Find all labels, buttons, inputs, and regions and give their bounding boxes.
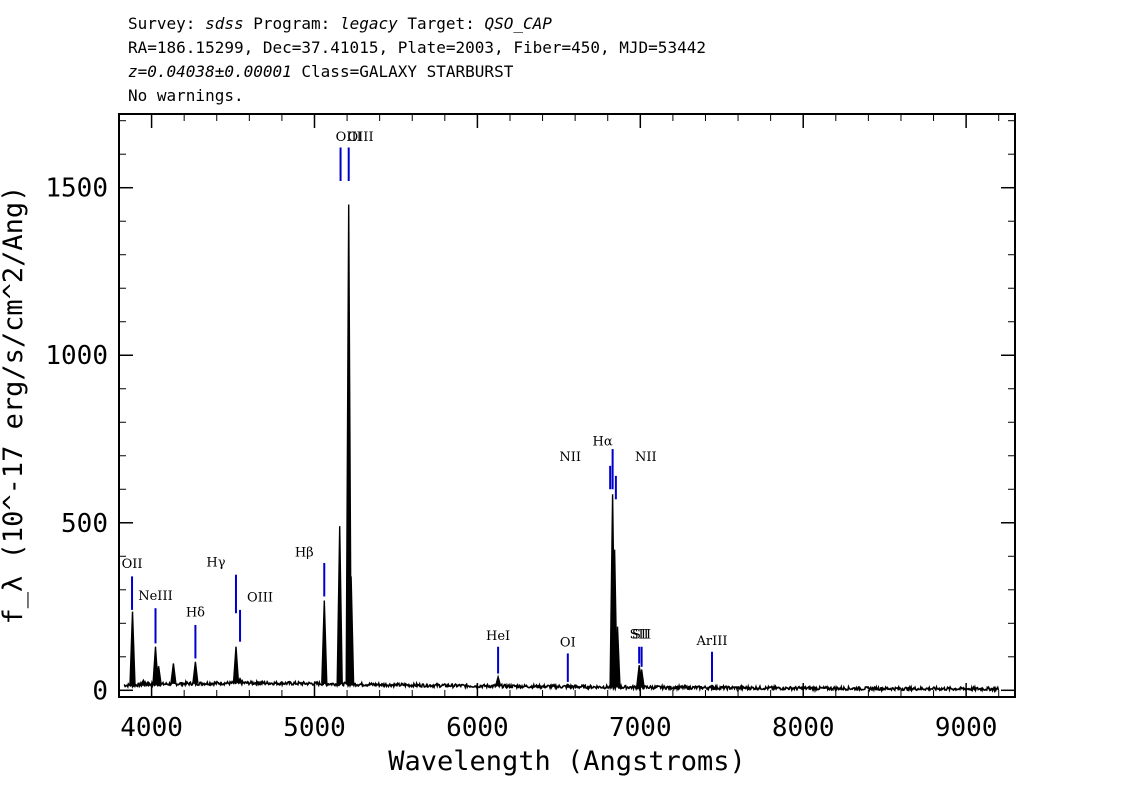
spectrum-header: Survey: sdss Program: legacy Target: QSO… [128,12,1028,108]
x-tick-label: 8000 [772,713,835,743]
emission-line-label: Hβ [295,545,314,560]
spectrum-peak [155,666,162,685]
x-tick-label: 7000 [609,713,672,743]
emission-line-label: NII [635,450,657,465]
spectrum-peak [236,677,244,684]
redshift-value: z=0.04038±0.00001 [128,62,292,81]
spectrum-peak [129,611,136,686]
emission-line-label: NII [559,450,581,465]
spectrum-peak [494,674,502,687]
spectrum-peak [170,663,177,684]
program-value: legacy [339,14,398,33]
spectrum-peak [709,684,715,689]
coords-line: RA=186.15299, Dec=37.41015, Plate=2003, … [128,38,706,57]
x-tick-label: 6000 [446,713,509,743]
emission-line-label: SII [630,627,649,642]
spectrum-peak [321,600,328,684]
survey-line: Survey: sdss Program: legacy Target: QSO… [128,12,1028,36]
spectrum-peak [144,680,152,686]
spectrum-peak [638,669,645,688]
class-value: Class=GALAXY STARBURST [301,62,514,81]
spectrum-peak [345,204,352,685]
emission-line-label: OI [560,636,576,651]
emission-line-label: NeIII [138,589,172,604]
y-tick-label: 500 [61,509,108,539]
axis-ticks [118,114,1015,697]
emission-line-label: Hα [593,435,613,450]
target-value: QSO_CAP [484,14,552,33]
spectrum-peak [336,526,343,685]
spectrum-layer [123,204,1000,694]
y-tick-label: 0 [92,676,108,706]
emission-line-label: HeI [486,629,510,644]
survey-value: sdss [205,14,244,33]
spectrum-peak [232,646,240,684]
redshift-line: z=0.04038±0.00001 Class=GALAXY STARBURST [128,60,1028,84]
y-tick-label: 1000 [45,341,108,371]
spectrum-peak [614,626,621,688]
program-label: Program: [253,14,331,33]
x-tick-label: 9000 [935,713,998,743]
spectrum-peak [140,678,147,686]
spectrum-peak [255,681,261,684]
emission-line-label: OII [122,557,143,572]
tick-labels: 4000 5000 6000 7000 8000 9000 0 500 1000 1500 [45,174,997,743]
spectrum-peak [192,661,199,684]
x-tick-label: 5000 [283,713,346,743]
y-axis-title: f_λ (10^-17 erg/s/cm^2/Ang) [0,186,29,625]
emission-line-label: Hγ [206,555,225,570]
spectrum-peak [564,683,571,688]
emission-line-label: OIII [336,130,362,145]
emission-line-label: OIII [247,591,273,606]
spectrum-peak [347,576,355,685]
plot-frame [118,113,1016,698]
target-label: Target: [407,14,475,33]
survey-label: Survey: [128,14,196,33]
warnings-line: No warnings. [128,86,244,105]
x-axis-title: Wavelength (Angstroms) [388,746,746,777]
spectrum-continuum [123,678,1000,694]
y-tick-label: 1500 [45,174,108,204]
emission-line-label: SII [632,627,651,642]
emission-line-label: ArIII [695,634,727,649]
emission-line-label: Hδ [186,606,205,621]
emission-line-label: OIII [348,130,374,145]
x-tick-label: 4000 [120,713,183,743]
